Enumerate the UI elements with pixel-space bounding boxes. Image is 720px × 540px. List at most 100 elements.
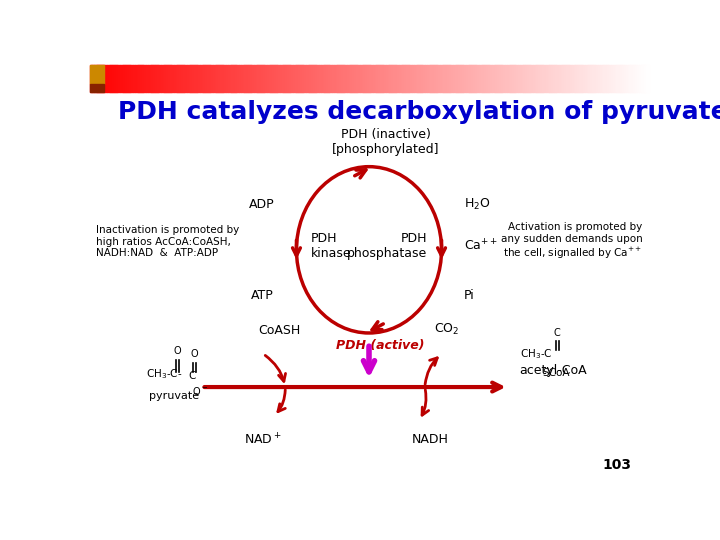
Bar bbox=[473, 65, 476, 92]
Bar bbox=[488, 65, 490, 92]
Bar bbox=[531, 65, 534, 92]
Bar bbox=[527, 65, 529, 92]
Text: O: O bbox=[174, 346, 181, 356]
Bar bbox=[397, 65, 400, 92]
Bar bbox=[432, 65, 435, 92]
Text: H$_2$O: H$_2$O bbox=[464, 197, 490, 212]
Bar bbox=[127, 65, 130, 92]
Bar bbox=[413, 65, 416, 92]
Bar bbox=[109, 65, 111, 92]
Bar bbox=[380, 65, 382, 92]
Bar bbox=[577, 65, 580, 92]
Bar bbox=[172, 65, 174, 92]
Bar bbox=[345, 65, 347, 92]
Bar bbox=[293, 65, 295, 92]
Bar bbox=[230, 65, 232, 92]
Bar bbox=[620, 65, 623, 92]
Bar bbox=[211, 65, 213, 92]
Bar bbox=[163, 65, 165, 92]
Bar bbox=[220, 65, 222, 92]
Bar bbox=[170, 65, 172, 92]
Bar bbox=[120, 65, 122, 92]
Bar bbox=[105, 65, 107, 92]
Bar bbox=[101, 65, 104, 92]
Bar bbox=[348, 65, 351, 92]
Bar bbox=[598, 65, 600, 92]
Bar bbox=[186, 65, 189, 92]
Bar bbox=[641, 65, 643, 92]
Bar bbox=[166, 65, 168, 92]
Bar bbox=[529, 65, 531, 92]
Bar bbox=[644, 65, 647, 92]
Text: SCoA: SCoA bbox=[542, 368, 570, 379]
Bar bbox=[110, 65, 113, 92]
Text: Ca$^{++}$: Ca$^{++}$ bbox=[464, 238, 498, 253]
Bar bbox=[557, 65, 559, 92]
Text: C: C bbox=[554, 328, 560, 338]
Bar bbox=[244, 65, 247, 92]
Bar bbox=[400, 65, 403, 92]
Bar bbox=[501, 65, 503, 92]
Bar bbox=[412, 65, 414, 92]
Bar bbox=[369, 65, 372, 92]
Bar bbox=[406, 65, 409, 92]
Bar bbox=[518, 65, 521, 92]
Bar bbox=[99, 65, 102, 92]
Bar bbox=[239, 65, 241, 92]
Bar bbox=[534, 65, 537, 92]
Bar bbox=[472, 65, 474, 92]
Bar bbox=[176, 65, 178, 92]
Bar bbox=[600, 65, 602, 92]
Bar bbox=[347, 65, 349, 92]
Bar bbox=[590, 65, 593, 92]
Bar bbox=[553, 65, 556, 92]
Bar bbox=[157, 65, 159, 92]
Bar bbox=[205, 65, 208, 92]
Bar bbox=[185, 65, 187, 92]
Bar bbox=[224, 65, 226, 92]
Bar bbox=[289, 65, 292, 92]
Bar bbox=[512, 65, 515, 92]
Bar bbox=[377, 65, 379, 92]
Bar bbox=[181, 65, 184, 92]
Bar bbox=[618, 65, 621, 92]
Text: PDH catalyzes decarboxylation of pyruvate: PDH catalyzes decarboxylation of pyruvat… bbox=[118, 100, 720, 124]
Bar bbox=[469, 65, 472, 92]
Bar bbox=[408, 65, 410, 92]
Bar bbox=[546, 65, 548, 92]
Bar bbox=[338, 65, 340, 92]
Bar bbox=[613, 65, 615, 92]
Text: Activation is promoted by
any sudden demands upon
the cell, signalled by Ca$^{++: Activation is promoted by any sudden dem… bbox=[500, 222, 642, 261]
Bar bbox=[574, 65, 576, 92]
Bar bbox=[444, 65, 446, 92]
Bar bbox=[365, 65, 368, 92]
Bar bbox=[218, 65, 221, 92]
Bar bbox=[144, 65, 146, 92]
Bar bbox=[153, 65, 156, 92]
Bar bbox=[320, 65, 323, 92]
Bar bbox=[547, 65, 550, 92]
Bar bbox=[122, 65, 124, 92]
Bar bbox=[287, 65, 289, 92]
Bar bbox=[419, 65, 422, 92]
Bar bbox=[405, 65, 407, 92]
Bar bbox=[319, 65, 321, 92]
Bar bbox=[594, 65, 596, 92]
Bar bbox=[609, 65, 611, 92]
Bar bbox=[140, 65, 143, 92]
Bar bbox=[252, 65, 254, 92]
Bar bbox=[639, 65, 641, 92]
Bar bbox=[459, 65, 461, 92]
Bar bbox=[384, 65, 387, 92]
Bar bbox=[192, 65, 194, 92]
Bar bbox=[161, 65, 163, 92]
Bar bbox=[278, 65, 280, 92]
Bar bbox=[304, 65, 306, 92]
Text: NADH: NADH bbox=[412, 433, 449, 446]
Bar bbox=[386, 65, 388, 92]
Bar bbox=[499, 65, 502, 92]
Bar bbox=[131, 65, 133, 92]
Bar bbox=[151, 65, 154, 92]
Bar bbox=[92, 65, 94, 92]
Text: Pi: Pi bbox=[464, 289, 474, 302]
